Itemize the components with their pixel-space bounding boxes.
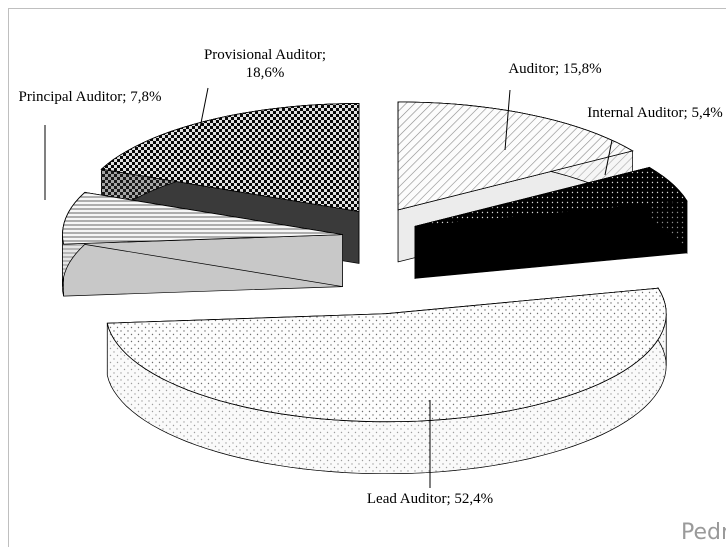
data-label: Principal Auditor; 7,8%	[18, 89, 162, 105]
slice-pattern	[106, 287, 667, 423]
data-label: Provisional Auditor; 18,6%	[203, 47, 327, 81]
leader-line	[199, 87, 209, 129]
chart-frame	[8, 8, 726, 547]
data-label: Auditor; 15,8%	[508, 61, 602, 77]
slice-pattern	[414, 166, 688, 227]
leader-line	[604, 139, 613, 176]
slice-pattern	[100, 103, 360, 212]
data-label: Lead Auditor; 52,4%	[366, 491, 494, 507]
data-label: Internal Auditor; 5,4%	[587, 105, 723, 121]
slice-pattern	[397, 101, 634, 211]
leader-lines	[44, 87, 613, 488]
slice-pattern	[62, 191, 343, 245]
leader-line	[504, 89, 511, 151]
watermark: Pedr	[680, 520, 726, 545]
